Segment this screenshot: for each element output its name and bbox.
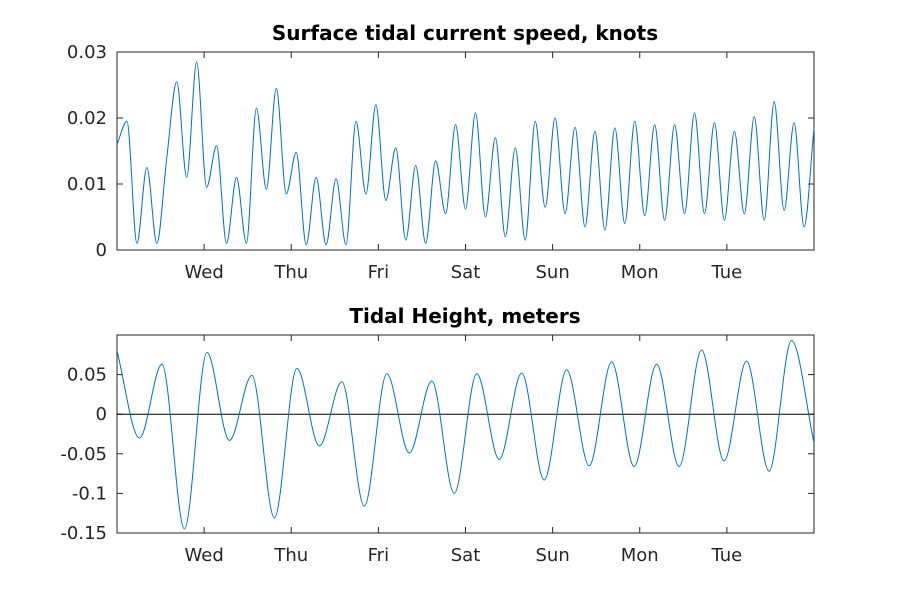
y-tick-label: -0.1 (72, 483, 107, 504)
x-tick-label: Tue (711, 262, 743, 283)
x-tick-label: Fri (368, 545, 389, 566)
current-speed-chart: Surface tidal current speed, knots 0 0.01… (67, 21, 815, 283)
x-tick-label: Wed (185, 545, 224, 566)
y-tick-label: -0.15 (60, 523, 107, 544)
x-tick-label: Thu (273, 545, 308, 566)
x-tick-label: Thu (273, 262, 308, 283)
x-tick-label: Wed (185, 262, 224, 283)
axis-ticks (117, 335, 814, 534)
y-tick-label: 0.02 (67, 108, 107, 129)
x-tick-label: Sun (536, 262, 570, 283)
x-tick-label: Mon (621, 262, 659, 283)
chart-title: Surface tidal current speed, knots (272, 21, 658, 45)
plot-area (116, 51, 815, 251)
series-line (116, 61, 815, 246)
x-axis-tick-labels: Wed Thu Fri Sat Sun Mon Tue (185, 262, 743, 283)
y-axis-tick-labels: -0.15 -0.1 -0.05 0 0.05 (60, 365, 107, 544)
y-tick-label: 0 (96, 404, 107, 425)
y-tick-label: 0.03 (67, 42, 107, 63)
x-tick-label: Sat (451, 262, 481, 283)
y-tick-label: 0.05 (67, 365, 107, 386)
y-tick-label: -0.05 (60, 444, 107, 465)
y-axis-tick-labels: 0 0.01 0.02 0.03 (67, 42, 107, 261)
x-tick-label: Fri (368, 262, 389, 283)
y-tick-label: 0.01 (67, 174, 107, 195)
x-tick-label: Sun (536, 545, 570, 566)
x-tick-label: Sat (451, 545, 481, 566)
chart-title: Tidal Height, meters (349, 304, 580, 328)
axis-ticks (117, 51, 814, 251)
tidal-height-chart: Tidal Height, meters -0.15 -0.1 -0.05 0 0.05… (60, 304, 815, 566)
x-tick-label: Mon (621, 545, 659, 566)
y-tick-label: 0 (96, 240, 107, 261)
x-tick-label: Tue (711, 545, 743, 566)
x-axis-tick-labels: Wed Thu Fri Sat Sun Mon Tue (185, 545, 743, 566)
series-line (116, 340, 815, 530)
